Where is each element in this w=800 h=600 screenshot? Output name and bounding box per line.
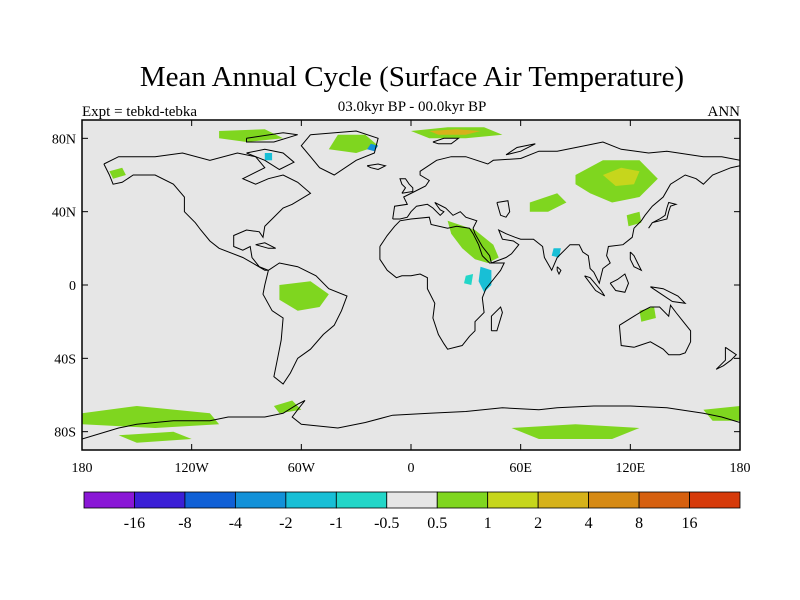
region-korea-warm bbox=[626, 211, 642, 227]
colorbar-swatch bbox=[335, 491, 388, 509]
colorbar-swatch bbox=[83, 491, 135, 509]
x-tick-label: 180 bbox=[72, 461, 93, 476]
region-antarctica-west-warm bbox=[82, 406, 220, 428]
y-axis-ticks: 80N 40N 0 40S 80S bbox=[52, 132, 740, 441]
subtitle-right: ANN bbox=[708, 104, 741, 120]
colorbar-swatch bbox=[487, 491, 539, 509]
region-alaska-warm bbox=[109, 167, 126, 179]
coast-australia bbox=[618, 303, 692, 356]
region-east-africa-cold-2 bbox=[464, 274, 474, 285]
coast-svalbard bbox=[432, 137, 460, 145]
coast-cuba bbox=[255, 242, 276, 249]
region-canadian-arctic-warm bbox=[219, 129, 284, 142]
colorbar-label: -0.5 bbox=[374, 515, 399, 532]
y-tick-label: 40N bbox=[52, 206, 76, 221]
x-tick-label: 0 bbox=[408, 461, 415, 476]
region-sahara-arabia-warm bbox=[447, 220, 499, 263]
colorbar-label: -8 bbox=[178, 515, 191, 532]
colorbar-label: 1 bbox=[484, 515, 492, 532]
x-axis-ticks: 180 120W 60W 0 60E 120E 180 bbox=[72, 120, 751, 476]
plot-title: Mean Annual Cycle (Surface Air Temperatu… bbox=[140, 61, 684, 93]
region-arctic-ocean-core bbox=[429, 129, 481, 135]
region-antarctica-east-warm bbox=[511, 424, 640, 439]
colorbar-label: 0.5 bbox=[427, 515, 447, 532]
region-siberia-core bbox=[602, 167, 640, 186]
subtitle-center: 03.0kyr BP - 00.0kyr BP bbox=[338, 99, 487, 115]
colorbar-label: -2 bbox=[279, 515, 292, 532]
colorbar-swatch bbox=[537, 491, 590, 509]
y-tick-label: 0 bbox=[69, 279, 76, 294]
colorbar: -16 -8 -4 -2 -1 -0.5 0.5 1 2 4 8 16 bbox=[83, 491, 741, 532]
colorbar-label: -16 bbox=[124, 515, 145, 532]
x-tick-label: 60E bbox=[509, 461, 532, 476]
subtitle-left: Expt = tebkd-tebka bbox=[82, 104, 197, 120]
coast-philippines bbox=[629, 251, 643, 272]
coast-japan bbox=[648, 201, 678, 229]
colorbar-label: 16 bbox=[682, 515, 698, 532]
x-tick-label: 120E bbox=[616, 461, 646, 476]
coast-eurasia bbox=[392, 141, 740, 285]
coast-south-america bbox=[262, 262, 348, 385]
region-antarctica-peninsula-warm bbox=[273, 400, 302, 414]
anomaly-regions bbox=[82, 127, 740, 443]
y-tick-label: 80N bbox=[52, 132, 76, 147]
region-antarctica-ross-warm bbox=[118, 431, 192, 443]
colorbar-swatch bbox=[588, 491, 640, 509]
x-tick-label: 180 bbox=[730, 461, 751, 476]
coastlines bbox=[82, 130, 740, 440]
colorbar-swatch bbox=[386, 491, 438, 509]
y-tick-label: 40S bbox=[54, 352, 76, 367]
colorbar-swatch bbox=[689, 491, 741, 509]
coast-indonesia-sumatra bbox=[584, 275, 606, 297]
coast-caspian bbox=[496, 200, 511, 218]
colorbar-label: 4 bbox=[585, 515, 593, 532]
y-tick-label: 80S bbox=[54, 426, 76, 441]
colorbar-label: -4 bbox=[229, 515, 242, 532]
coast-new-zealand bbox=[715, 346, 738, 370]
coast-sri-lanka bbox=[556, 266, 562, 276]
coast-antarctica bbox=[82, 400, 740, 440]
region-india-cold bbox=[551, 248, 561, 258]
colorbar-swatch bbox=[184, 491, 236, 509]
coast-africa bbox=[379, 216, 506, 350]
coast-baffin bbox=[246, 148, 295, 171]
colorbar-swatch bbox=[285, 491, 337, 509]
coast-greenland bbox=[300, 130, 379, 176]
coast-madagascar bbox=[490, 306, 503, 332]
colorbar-swatch bbox=[638, 491, 690, 509]
x-tick-label: 60W bbox=[288, 461, 316, 476]
colorbar-swatch bbox=[234, 491, 287, 509]
region-greenland-warm bbox=[328, 134, 379, 153]
coast-iceland bbox=[366, 163, 387, 171]
colorbar-label: 8 bbox=[635, 515, 643, 532]
region-amazon-warm bbox=[279, 281, 329, 311]
x-tick-label: 120W bbox=[175, 461, 210, 476]
region-central-asia-warm bbox=[529, 193, 567, 212]
colorbar-label: -1 bbox=[330, 515, 343, 532]
coast-new-guinea bbox=[650, 286, 687, 305]
coast-novaya-zemlya bbox=[505, 143, 536, 156]
colorbar-swatch bbox=[134, 491, 186, 509]
coast-north-america bbox=[103, 152, 312, 271]
coast-britain bbox=[399, 178, 414, 194]
colorbar-swatch bbox=[436, 491, 489, 509]
coast-ellesmere bbox=[246, 132, 298, 143]
coast-indonesia-borneo bbox=[609, 273, 630, 293]
colorbar-label: 2 bbox=[534, 515, 542, 532]
region-antarctica-far-east-warm bbox=[703, 406, 740, 421]
region-hudson-cold bbox=[264, 153, 273, 161]
